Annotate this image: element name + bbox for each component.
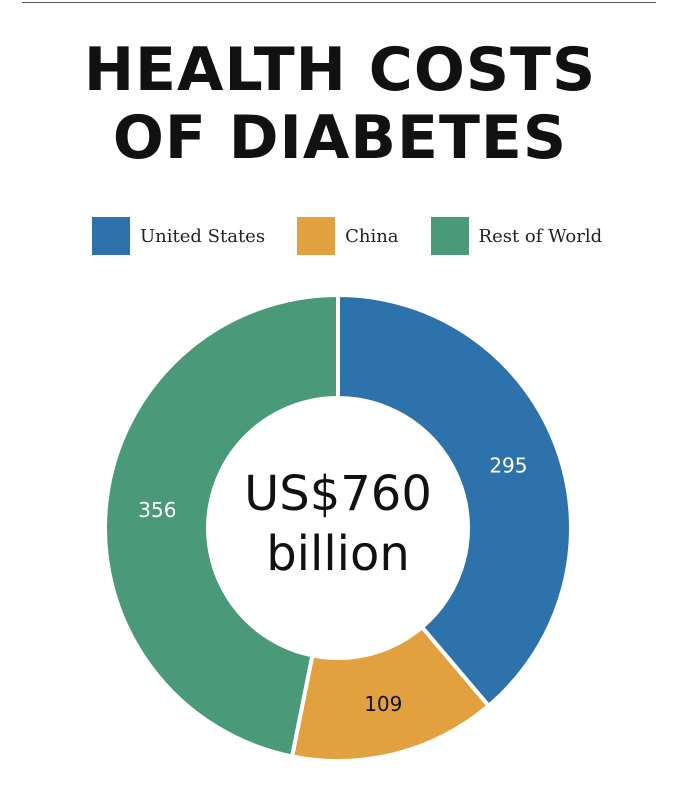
slice-rest-of-world	[103, 292, 340, 759]
title-line-2: OF DIABETES	[112, 103, 568, 173]
slice-label-rest-of-world: 356	[138, 498, 176, 522]
legend-label-rest-of-world: Rest of World	[478, 225, 603, 247]
top-rule	[22, 2, 656, 3]
chart-title: HEALTH COSTS OF DIABETES	[0, 36, 680, 172]
legend-label-united-states: United States	[140, 225, 266, 247]
center-label-unit: billion	[266, 526, 410, 582]
donut-chart: 295 109 356 US$760 billion	[103, 292, 573, 763]
legend-item-china: China	[297, 217, 399, 255]
center-label-amount: US$760	[244, 466, 432, 522]
slice-united-states	[336, 292, 573, 709]
legend-swatch-rest-of-world	[430, 217, 469, 255]
legend: United States China Rest of World	[92, 216, 634, 256]
slice-labels: 295 109 356	[138, 454, 527, 716]
legend-item-united-states: United States	[92, 217, 265, 255]
legend-swatch-united-states	[92, 217, 130, 255]
legend-label-china: China	[345, 225, 399, 247]
legend-swatch-china	[297, 217, 336, 255]
legend-item-rest-of-world: Rest of World	[430, 217, 603, 255]
slice-label-china: 109	[364, 692, 402, 716]
slice-label-united-states: 295	[489, 454, 527, 478]
donut-slices	[103, 292, 573, 763]
title-line-1: HEALTH COSTS	[83, 35, 597, 105]
